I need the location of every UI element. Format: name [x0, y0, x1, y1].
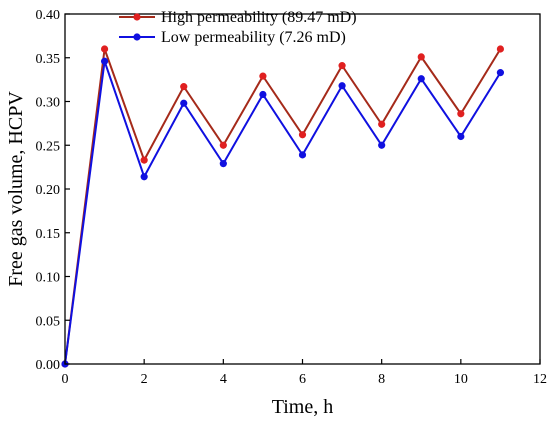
x-tick-label-0: 0: [62, 372, 69, 387]
data-point-s0-5: [259, 72, 267, 80]
data-point-s1-1: [100, 57, 109, 65]
data-point-s0-8: [378, 120, 386, 128]
x-tick-label-2: 4: [220, 372, 227, 387]
data-point-s0-10: [457, 110, 465, 118]
y-tick-label-3: 0.15: [36, 227, 61, 242]
y-tick-label-1: 0.05: [36, 314, 61, 329]
data-point-s1-4: [219, 160, 227, 168]
y-tick-label-5: 0.25: [36, 139, 61, 154]
y-tick-label-0: 0.00: [36, 358, 61, 373]
x-tick-label-3: 6: [299, 372, 306, 387]
x-tick-label-4: 8: [378, 372, 385, 387]
legend-marker-1: [133, 33, 141, 41]
data-point-s1-11: [496, 69, 505, 77]
x-axis-title: Time, h: [272, 396, 334, 418]
legend: High permeability (89.47 mD) Low permeabi…: [119, 9, 357, 46]
data-point-s1-7: [338, 82, 346, 90]
data-point-s0-1: [100, 45, 109, 53]
x-tick-label-6: 12: [533, 372, 547, 387]
y-tick-label-8: 0.40: [36, 8, 61, 23]
data-point-s1-5: [259, 90, 267, 99]
legend-label-0: High permeability (89.47 mD): [161, 9, 357, 26]
y-tick-label-4: 0.20: [36, 183, 61, 198]
legend-label-1: Low permeability (7.26 mD): [161, 29, 346, 46]
data-point-s1-6: [298, 151, 307, 159]
data-point-s1-8: [378, 141, 386, 149]
data-point-s0-6: [298, 131, 307, 139]
y-tick-label-6: 0.30: [36, 96, 61, 111]
data-point-s0-2: [140, 156, 148, 164]
data-point-s0-4: [219, 141, 227, 149]
legend-marker-0: [133, 13, 141, 21]
data-point-s1-3: [180, 99, 188, 107]
series-line-0: [64, 48, 502, 365]
data-point-s1-10: [457, 132, 465, 141]
plot-frame: [64, 13, 541, 365]
y-axis-title: Free gas volume, HCPV: [5, 91, 27, 287]
x-tick-label-5: 10: [454, 372, 468, 387]
y-tick-label-2: 0.10: [36, 271, 61, 286]
y-tick-label-7: 0.35: [36, 52, 61, 67]
data-point-s0-3: [180, 83, 188, 91]
series-line-1: [64, 60, 502, 365]
data-point-s1-2: [140, 173, 148, 181]
data-point-s0-9: [417, 53, 425, 61]
data-point-s0-7: [338, 62, 346, 70]
x-tick-label-1: 2: [141, 372, 148, 387]
data-point-s1-9: [417, 75, 425, 83]
data-point-s0-11: [496, 45, 505, 53]
